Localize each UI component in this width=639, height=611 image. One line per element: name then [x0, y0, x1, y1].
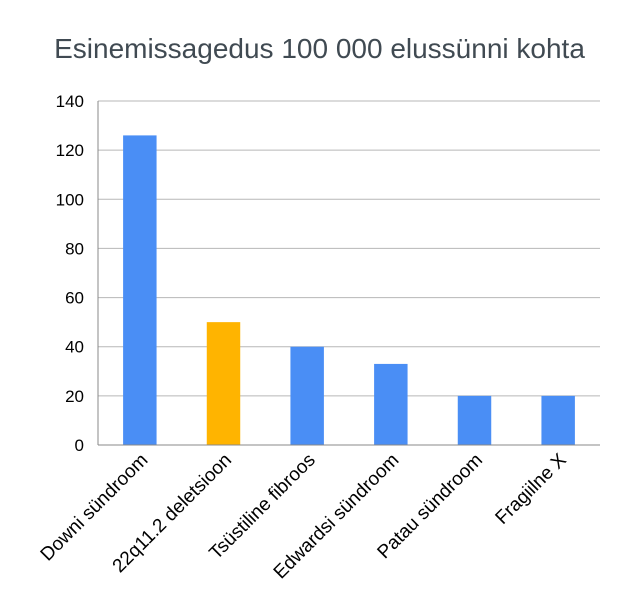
bar — [290, 346, 324, 445]
y-axis: 0 20 40 60 80 100 120 140 — [56, 92, 99, 455]
y-tick-label: 100 — [56, 190, 84, 209]
y-tick-label: 40 — [65, 338, 84, 357]
y-tick-label: 140 — [56, 92, 84, 111]
bars — [123, 135, 575, 445]
bar — [123, 135, 157, 445]
y-tick-label: 60 — [65, 289, 84, 308]
bar — [541, 395, 575, 445]
chart-title: Esinemissagedus 100 000 elussünni kohta — [54, 33, 585, 64]
y-tick-label: 20 — [65, 387, 84, 406]
bar — [374, 363, 408, 445]
bar — [457, 395, 492, 445]
x-tick-label: Fragiilne X — [492, 449, 571, 528]
y-tick-label: 0 — [75, 436, 84, 455]
y-tick-label: 120 — [56, 141, 84, 160]
bar — [206, 322, 241, 445]
gridlines — [98, 100, 600, 397]
y-tick-label: 80 — [65, 239, 84, 258]
